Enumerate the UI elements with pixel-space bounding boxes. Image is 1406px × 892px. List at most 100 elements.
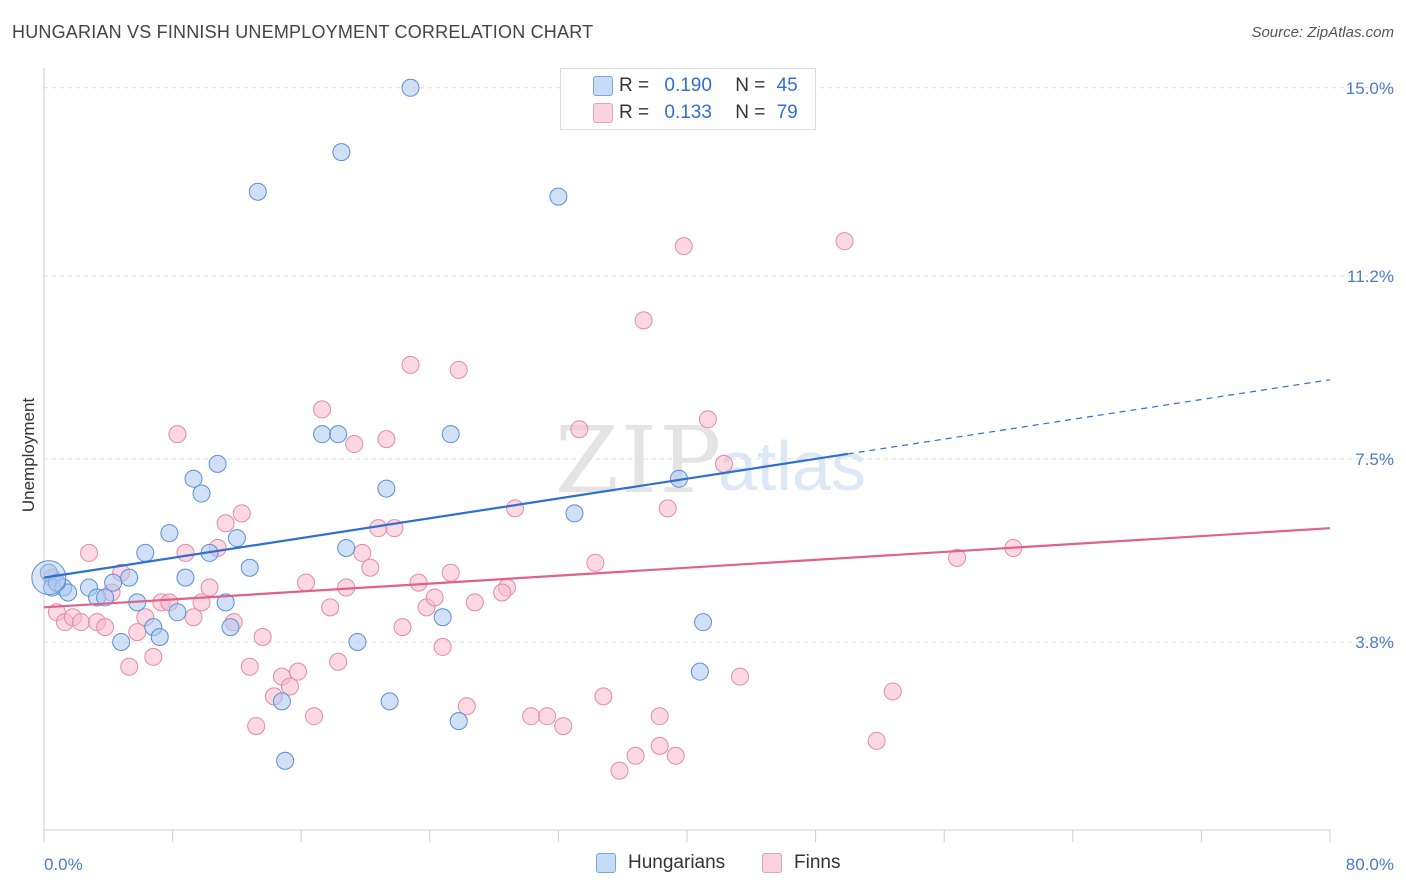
finns-point [457,697,476,716]
finns-point [247,717,266,736]
finns-point [554,717,573,736]
finns-point [731,667,750,686]
finns-trend-line [43,527,1331,609]
y-tick-label: 15.0% [1346,79,1394,98]
finns-point [288,662,307,681]
finns-point [345,435,364,454]
finns-point [120,657,139,676]
hungarians-point [337,538,356,557]
finns-point [297,573,316,592]
hungarians-point [176,568,195,587]
finns-point [493,583,512,602]
finns-point [522,707,541,726]
finns-point [128,623,147,642]
hungarians-point [549,187,568,206]
finns-point [393,618,412,637]
finns-point [409,573,428,592]
source-label: Source: ZipAtlas.com [1251,24,1394,41]
finns-point [449,360,468,379]
finns-point [714,454,733,473]
finns-point [666,746,685,765]
finns-point [305,707,324,726]
finns-point [253,628,272,647]
hungarians-point [313,425,332,444]
finns-point [80,543,99,562]
finns-point [216,514,235,533]
x-tick-label-max: 80.0% [1346,855,1394,874]
hungarians-point [120,568,139,587]
finns-point [948,548,967,567]
hungarians-point [690,662,709,681]
hungarians-legend-label: Hungarians [628,852,726,873]
legend-r-label: R = [619,75,650,96]
legend-n-value-finns: 79 [776,102,798,123]
hungarians-point [227,529,246,548]
hungarians-point [104,573,123,592]
legend-n-value-hungarians: 45 [776,75,798,96]
correlation-legend: R = 0.190 N = 45 R = 0.133 N = 79 [560,68,816,130]
finns-point [586,553,605,572]
finns-point [610,761,629,780]
hungarians-point [441,425,460,444]
hungarians-point [240,558,259,577]
finns-point [433,637,452,656]
finns-point [425,588,444,607]
finns-point [867,731,886,750]
finns-point [650,707,669,726]
watermark-atlas: atlas [718,427,866,505]
legend-r-value-finns: 0.133 [664,102,712,123]
hungarians-point [150,628,169,647]
finns-point [883,682,902,701]
hungarians-trend-extension [847,379,1331,455]
finns-legend-swatch [762,853,782,873]
finns-point [361,558,380,577]
finns-point [658,499,677,518]
y-axis-tick-labels: 3.8% 7.5% 11.2% 15.0% [1346,79,1394,652]
finns-point [835,232,854,251]
hungarians-point [221,618,240,637]
finns-point [441,563,460,582]
finns-point [313,400,332,419]
finns-point [698,410,717,429]
finns-point [96,618,115,637]
hungarians-point [248,182,267,201]
hungarians-legend-swatch [596,853,616,873]
x-tick-label-min: 0.0% [44,855,83,874]
finns-points [43,232,1023,780]
hungarians-point [160,524,179,543]
hungarians-point [276,751,295,770]
finns-point [465,593,484,612]
finns-point [200,578,219,597]
y-tick-label: 11.2% [1347,267,1394,286]
legend-r-value-hungarians: 0.190 [664,75,712,96]
finns-point [232,504,251,523]
finns-point [353,543,372,562]
finns-point [538,707,557,726]
hungarians-point [694,613,713,632]
watermark: ZIP atlas [555,407,866,514]
finns-point [240,657,259,676]
hungarians-point [96,588,115,607]
hungarians-point [329,425,348,444]
legend-row-hungarians: R = 0.190 N = 45 [593,73,798,99]
x-axis-ticks [43,830,1331,842]
finns-legend-label: Finns [794,852,841,873]
finns-point [674,237,693,256]
y-axis-title: Unemployment [19,398,38,513]
hungarians-point [401,78,420,97]
finns-point [280,677,299,696]
hungarians-point [380,692,399,711]
finns-point [168,425,187,444]
legend-r-label: R = [619,102,650,123]
finns-point [144,647,163,666]
y-tick-label: 7.5% [1355,450,1394,469]
hungarians-point [449,712,468,731]
finns-swatch [593,103,613,123]
finns-point [321,598,340,617]
hungarians-point [192,484,211,503]
trend-lines [43,379,1331,609]
grid-lines [44,87,1392,643]
hungarians-point [216,593,235,612]
finns-point [176,543,195,562]
